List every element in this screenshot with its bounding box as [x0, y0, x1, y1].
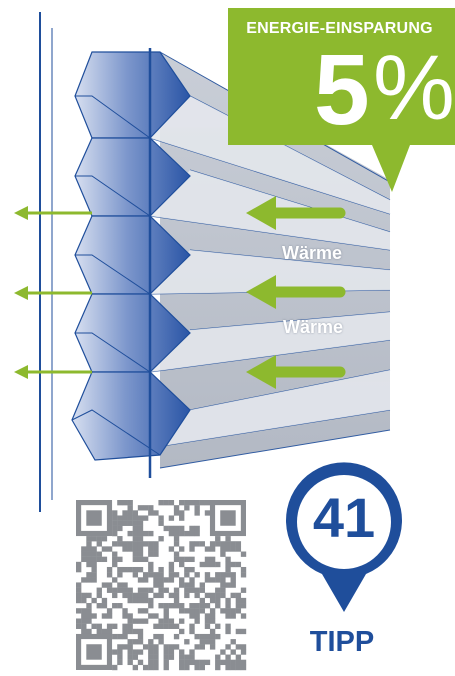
heat-arrows-outside	[14, 206, 92, 379]
tip-number: 41	[312, 486, 376, 549]
energy-saving-badge	[228, 8, 455, 192]
heat-arrows-inside	[246, 196, 346, 389]
heat-arrow-icon	[246, 355, 346, 389]
badge-unit: %	[373, 37, 455, 139]
heat-arrow-icon	[14, 286, 92, 300]
heat-arrow-icon	[14, 365, 92, 379]
window-pane	[39, 12, 53, 512]
heat-label: Wärme	[282, 243, 343, 263]
map-pin-icon	[286, 462, 402, 612]
badge-value: 5	[314, 34, 370, 146]
heat-arrow-icon	[14, 206, 92, 220]
qr-code-icon	[76, 500, 247, 671]
heat-arrow-icon	[246, 196, 346, 230]
badge-title: ENERGIE-EINSPARUNG	[246, 20, 433, 37]
honeycomb-blind	[71, 48, 391, 478]
heat-label: Wärme	[283, 317, 344, 337]
heat-arrow-icon	[246, 275, 346, 309]
tip-label: TIPP	[309, 626, 375, 658]
